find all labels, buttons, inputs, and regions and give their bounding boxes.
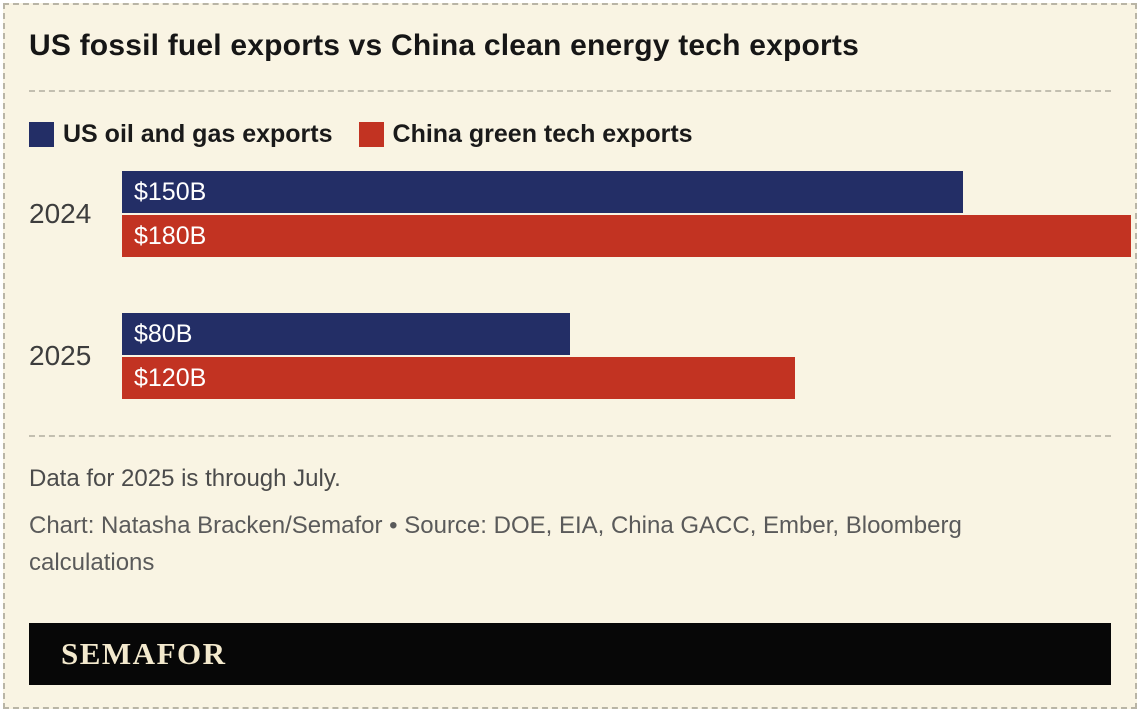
semafor-logo: SEMAFOR: [61, 636, 227, 671]
bar-group-2024: 2024 $150B $180B: [29, 171, 1131, 257]
legend-swatch-us-oil-gas-icon: [29, 122, 54, 147]
legend-swatch-china-green-tech-icon: [358, 122, 384, 147]
category-label-2024: 2024: [29, 198, 92, 229]
bar-value-china-2025: $120B: [134, 363, 207, 392]
bars-2024: $150B $180B: [122, 171, 1131, 257]
legend-item-china-green-tech: China green tech exports: [358, 120, 693, 149]
chart-credit: Chart: Natasha Bracken/Semafor • Source:…: [29, 512, 962, 577]
legend: US oil and gas exports China green tech …: [29, 120, 1111, 149]
divider-above-note: [29, 435, 1111, 437]
chart-title: US fossil fuel exports vs China clean en…: [29, 29, 859, 62]
bar-chart: 2024 $150B $180B 2025 $80B $120B: [29, 171, 1131, 399]
legend-label-us-oil-gas: US oil and gas exports: [63, 120, 333, 148]
legend-label-china-green-tech: China green tech exports: [392, 120, 693, 148]
bar-value-us-2024: $150B: [134, 177, 207, 206]
chart-card: US fossil fuel exports vs China clean en…: [3, 3, 1137, 709]
bar-china-2025: $120B: [122, 357, 795, 399]
legend-item-us-oil-gas: US oil and gas exports: [29, 120, 333, 149]
bars-2025: $80B $120B: [122, 313, 1131, 399]
bar-value-us-2025: $80B: [134, 319, 193, 348]
category-label-2025: 2025: [29, 340, 92, 371]
bar-china-2024: $180B: [122, 215, 1131, 257]
bar-us-2024: $150B: [122, 171, 963, 213]
bar-value-china-2024: $180B: [134, 221, 207, 250]
chart-note: Data for 2025 is through July.: [29, 465, 341, 492]
divider-under-title: [29, 90, 1111, 92]
brand-footer: SEMAFOR: [29, 623, 1111, 685]
bar-us-2025: $80B: [122, 313, 571, 355]
bar-group-2025: 2025 $80B $120B: [29, 313, 1131, 399]
